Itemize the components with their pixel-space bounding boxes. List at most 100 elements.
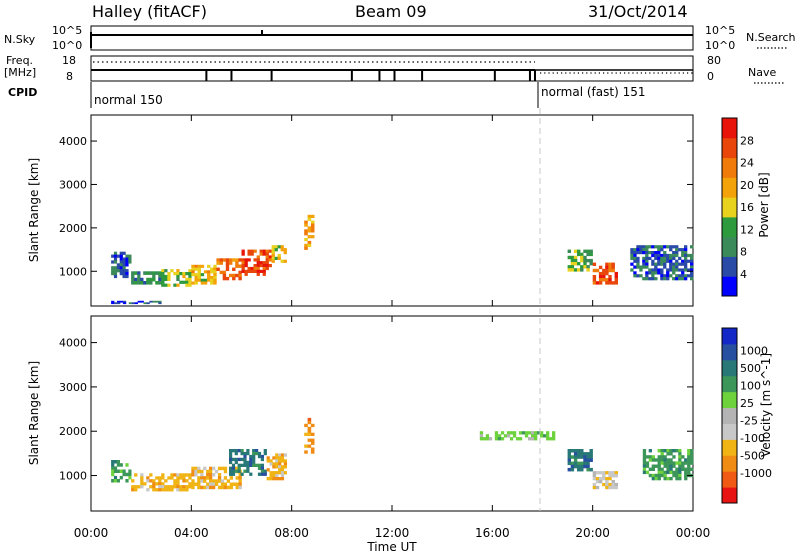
scatter-cell-p0-r6	[271, 253, 275, 258]
scatter-cell-p1-r1	[167, 476, 171, 480]
scatter-cell-p0-r0	[119, 269, 123, 273]
scatter-cell-p0-r10	[663, 277, 667, 281]
scatter-cell-p1-r1	[179, 485, 183, 489]
scatter-cell-p0-r3	[191, 273, 195, 277]
nsearch-tick-top: 10^5	[705, 24, 735, 37]
scatter-cell-p0-r10	[663, 259, 667, 263]
scatter-cell-p0-r10	[657, 251, 661, 255]
scatter-cell-p1-r3	[257, 463, 262, 467]
power-panel: 1000 2000 3000 4000 Slant Range [km] 4 8 12 16…	[27, 114, 771, 307]
scatter-cell-p1-r0	[111, 460, 115, 464]
scatter-cell-p1-r3	[260, 466, 264, 470]
freq-panel: Freq. [MHz] 18 8 80 0 Nave CPID normal 1…	[4, 54, 784, 108]
scatter-cell-p1-r9	[654, 464, 658, 468]
scatter-cell-p0-r3	[213, 267, 217, 271]
scatter-cell-p1-r8	[602, 474, 606, 478]
scatter-cell-p1-r1	[182, 488, 186, 492]
scatter-cell-p0-r10	[654, 277, 658, 281]
scatter-cell-p1-r6	[534, 434, 538, 438]
scatter-cell-p1-r3	[249, 457, 253, 462]
scatter-cell-p0-r5	[250, 249, 254, 253]
scatter-cell-p1-r6	[552, 437, 556, 441]
scatter-cell-p0-r5	[256, 269, 260, 273]
scatter-cell-p0-r2	[185, 280, 189, 284]
scatter-cell-p0-r5	[259, 252, 263, 256]
scatter-cell-p0-r10	[666, 259, 670, 263]
scatter-cell-p1-r1	[176, 485, 180, 489]
velocity-colorbar-swatch-0	[722, 487, 737, 504]
scatter-cell-p0-r4	[229, 273, 233, 278]
scatter-cell-p0-r0	[113, 274, 118, 279]
scatter-cell-p1-r5	[307, 438, 312, 442]
scatter-cell-p1-r2	[238, 482, 242, 486]
scatter-cell-p1-r1	[161, 485, 165, 489]
freq-frame	[90, 55, 694, 82]
scatter-cell-p1-r4	[266, 477, 270, 481]
scatter-cell-p1-r2	[197, 482, 201, 486]
scatter-cell-p1-r9	[684, 476, 688, 481]
scatter-cell-p1-r3	[252, 449, 256, 453]
scatter-cell-p0-r8	[583, 265, 587, 269]
scatter-cell-p0-r11	[149, 300, 153, 303]
scatter-cell-p1-r4	[266, 459, 270, 463]
scatter-cell-p0-r8	[573, 262, 578, 266]
scatter-cell-p0-r10	[666, 271, 670, 275]
scatter-cell-p0-r10	[681, 253, 685, 258]
scatter-cell-p0-r1	[140, 281, 144, 285]
scatter-cell-p0-r5	[265, 255, 269, 259]
scatter-cell-p1-r9	[654, 473, 658, 478]
scatter-cell-p0-r4	[219, 270, 223, 275]
scatter-cell-p0-r10	[690, 277, 694, 281]
scatter-cell-p1-r1	[176, 476, 180, 480]
scatter-cell-p0-r5	[256, 261, 260, 265]
scatter-cell-p0-r6	[271, 251, 275, 255]
scatter-cell-p0-r9	[611, 265, 615, 270]
scatter-cell-p1-r2	[238, 476, 242, 480]
scatter-cell-p1-r6	[524, 434, 529, 438]
scatter-cell-p0-r10	[636, 265, 640, 269]
scatter-cell-p0-r9	[608, 268, 612, 273]
scatter-cell-p1-r2	[223, 485, 228, 490]
scatter-cell-p1-r2	[200, 469, 204, 474]
date-title: 31/Oct/2014	[588, 2, 688, 21]
scatter-cell-p0-r7	[310, 226, 315, 230]
scatter-cell-p0-r4	[238, 264, 242, 268]
scatter-cell-p1-r4	[266, 468, 270, 472]
scatter-cell-p0-r4	[232, 258, 236, 262]
scatter-cell-p0-r1	[158, 271, 162, 275]
scatter-cell-p0-r5	[262, 266, 266, 271]
scatter-cell-p1-r6	[485, 434, 490, 438]
scatter-cell-p1-r9	[648, 458, 652, 462]
scatter-cell-p0-r8	[567, 268, 571, 272]
scatter-cell-p1-r2	[200, 485, 204, 490]
scatter-cell-p1-r8	[608, 471, 612, 475]
scatter-cell-p1-r1	[179, 488, 183, 492]
scatter-cell-p1-r8	[608, 477, 612, 481]
scatter-cell-p0-r10	[666, 256, 670, 260]
scatter-cell-p1-r7	[567, 458, 571, 462]
scatter-cell-p0-r9	[598, 281, 603, 285]
scatter-cell-p1-r1	[146, 488, 150, 492]
power-colorbar-swatch-5	[722, 177, 737, 198]
scatter-cell-p1-r4	[275, 453, 279, 457]
scatter-cell-p0-r4	[216, 267, 220, 271]
scatter-cell-p0-r8	[577, 262, 581, 266]
scatter-cell-p0-r2	[182, 280, 186, 284]
scatter-cell-p0-r5	[247, 249, 251, 253]
scatter-cell-p0-r0	[128, 257, 132, 261]
scatter-cell-p1-r2	[197, 479, 201, 483]
scatter-cell-p1-r1	[170, 485, 174, 489]
scatter-cell-p0-r9	[611, 268, 615, 273]
scatter-cell-p0-r6	[274, 256, 278, 260]
scatter-cell-p0-r0	[125, 272, 129, 276]
scatter-cell-p0-r2	[185, 277, 189, 281]
scatter-cell-p0-r5	[250, 252, 254, 256]
scatter-cell-p1-r9	[666, 452, 670, 456]
scatter-cell-p1-r9	[645, 455, 650, 459]
scatter-cell-p0-r6	[271, 256, 275, 260]
scatter-cell-p1-r9	[642, 461, 647, 465]
scatter-cell-p0-r10	[684, 245, 688, 249]
scatter-cell-p1-r3	[229, 469, 233, 473]
scatter-cell-p1-r9	[687, 449, 691, 453]
scatter-cell-p0-r1	[158, 281, 162, 285]
